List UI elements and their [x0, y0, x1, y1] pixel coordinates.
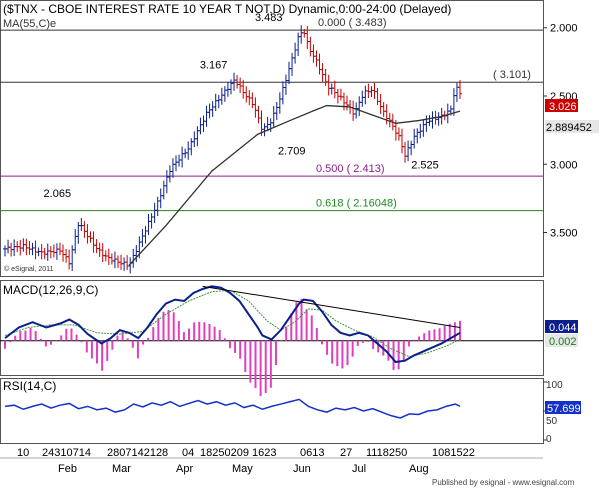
macd-signal-line — [4, 289, 461, 358]
level-label: 0.000 ( 3.483) — [318, 17, 387, 29]
rsi-tick-100: 100 — [546, 380, 563, 391]
rsi-line — [4, 398, 461, 419]
x-day-label: 04 — [182, 447, 194, 459]
x-day-label: 0613 — [300, 447, 324, 459]
x-day-label: 2807142128 — [107, 447, 168, 459]
macd-label: MACD(12,26,9,C) — [3, 283, 98, 297]
rsi-tick-50: 50 — [546, 416, 558, 427]
macd-tag-box — [545, 320, 578, 333]
x-month-label: Aug — [409, 463, 429, 475]
x-month-label: Jul — [352, 463, 366, 475]
price-tick-label: 3.500 — [550, 228, 578, 240]
swing-label: 3.167 — [200, 60, 228, 72]
ma-line — [128, 104, 461, 266]
panel-frame — [0, 280, 544, 376]
x-day-label: 24310714 — [42, 447, 91, 459]
watermark: © eSignal, 2011 — [4, 265, 54, 273]
x-day-label: 27 — [340, 447, 352, 459]
macd-tag: 0.044 — [549, 322, 577, 334]
swing-label: 2.065 — [44, 188, 72, 200]
x-month-label: Feb — [58, 463, 77, 475]
chart-title: ($TNX - CBOE INTEREST RATE 10 YEAR T NOT… — [3, 2, 451, 16]
swing-label: 2.525 — [411, 159, 439, 171]
signal-tag: 0.002 — [549, 336, 577, 348]
x-month-label: Mar — [112, 463, 131, 475]
ma-label: MA(55,C)e — [3, 18, 56, 30]
rsi-tick-0: 0 — [546, 434, 552, 445]
price-bars — [3, 25, 462, 274]
x-axis: 10 24310714 2807142128 04 18250209 1623 0613 27… — [17, 447, 475, 475]
x-day-label: 1623 — [252, 447, 276, 459]
x-month-label: May — [232, 463, 253, 475]
rsi-tag: 57.699 — [547, 403, 581, 415]
moving-average-line — [128, 104, 461, 266]
level-label: 0.500 ( 2.413) — [316, 163, 385, 175]
level-label: ( 3.101) — [493, 69, 531, 81]
price-tick-label: 2.000 — [550, 23, 578, 35]
panel-frame — [0, 378, 544, 444]
swing-label: 2.709 — [278, 146, 306, 158]
swing-label: 3.483 — [255, 12, 283, 24]
x-day-label: 18250209 — [200, 447, 249, 459]
ma-tag: 2.889452 — [546, 122, 592, 134]
price-annotations: 0.000 ( 3.483) ( 3.101) 0.500 ( 2.413) 0.61… — [44, 12, 531, 210]
x-month-label: Jun — [293, 463, 311, 475]
macd-trendline — [202, 285, 461, 328]
price-tick-label: 3.000 — [550, 159, 578, 171]
price-tag: 3.026 — [549, 101, 577, 113]
signal-tag-box — [545, 334, 578, 347]
x-month-label: Apr — [176, 463, 193, 475]
panel-frame — [0, 0, 544, 277]
rsi-tag-box — [545, 401, 581, 414]
macd-layer — [0, 285, 543, 397]
price-levels — [0, 29, 543, 212]
x-day-label: 10 — [17, 447, 29, 459]
price-tag-box — [545, 99, 578, 112]
x-day-label: 1081522 — [432, 447, 475, 459]
level-label: 0.618 ( 2.16048) — [316, 198, 397, 210]
x-day-label: 1118250 — [366, 447, 407, 459]
footer: Published by esignal - www.esignal.com — [432, 478, 575, 487]
ma-tag-box — [545, 120, 599, 133]
rsi-layer — [4, 381, 547, 441]
macd-line — [4, 285, 461, 364]
rsi-label: RSI(14,C) — [3, 379, 56, 393]
